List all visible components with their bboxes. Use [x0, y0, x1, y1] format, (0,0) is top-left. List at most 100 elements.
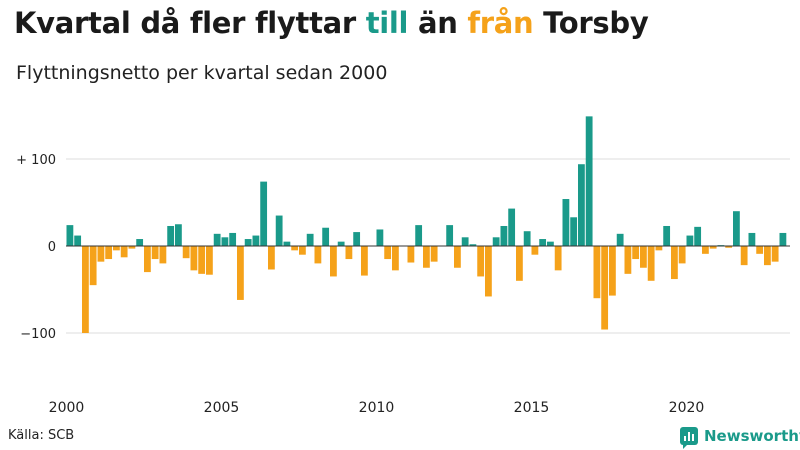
bar	[89, 246, 97, 286]
chart-bubble-icon	[680, 427, 698, 449]
bar	[237, 246, 244, 300]
bar	[733, 211, 740, 246]
bar	[82, 246, 89, 333]
bar	[151, 246, 159, 260]
bar	[113, 246, 120, 251]
bar	[616, 233, 624, 246]
bar	[213, 233, 221, 246]
bar	[500, 225, 508, 246]
bar	[299, 246, 306, 255]
bar	[461, 237, 469, 246]
bar	[624, 246, 632, 274]
x-tick-label: 2000	[49, 400, 85, 416]
bar	[275, 215, 283, 246]
bar	[244, 239, 252, 246]
bar	[345, 246, 353, 260]
x-tick-label: 2005	[204, 400, 240, 416]
bar	[175, 224, 182, 246]
title-in-word: till	[365, 6, 409, 40]
bar	[632, 246, 640, 260]
bar	[306, 233, 314, 246]
bar	[136, 239, 144, 246]
source-label: Källa: SCB	[8, 428, 75, 443]
bar	[291, 246, 299, 251]
bar	[423, 246, 430, 268]
title-out-word: från	[467, 6, 534, 40]
bar	[694, 226, 702, 246]
bar	[585, 116, 593, 247]
bar	[376, 229, 384, 246]
bar	[415, 225, 423, 246]
bar	[508, 208, 516, 246]
bar	[322, 227, 330, 246]
bar	[314, 246, 322, 264]
bar	[562, 199, 570, 246]
bar	[198, 246, 206, 274]
bar	[492, 237, 500, 246]
bar	[756, 246, 764, 254]
bar	[128, 246, 136, 249]
bar	[609, 246, 616, 296]
bar	[725, 246, 733, 248]
title-suffix: Torsby	[533, 6, 649, 40]
bar	[229, 232, 237, 246]
bar	[384, 246, 392, 260]
bar	[337, 241, 345, 246]
bar	[206, 246, 213, 275]
bar	[97, 246, 105, 262]
y-tick-label: + 100	[16, 153, 56, 168]
bar	[570, 217, 578, 246]
y-tick-label: −100	[20, 327, 56, 342]
bar	[678, 246, 686, 264]
bar	[539, 239, 547, 246]
bar	[547, 241, 554, 246]
bar	[221, 237, 229, 246]
bar	[593, 246, 601, 299]
bar	[523, 231, 531, 246]
brand-logo: Newsworthy	[680, 427, 800, 449]
bar	[764, 246, 771, 266]
bar	[66, 225, 74, 246]
bar	[167, 225, 175, 246]
bar	[159, 246, 167, 264]
x-tick-label: 2020	[669, 400, 705, 416]
bar	[516, 246, 523, 281]
bar	[601, 246, 609, 330]
bar	[740, 246, 748, 266]
bar	[283, 241, 291, 246]
bar	[647, 246, 655, 281]
bar	[454, 246, 461, 268]
bar	[477, 246, 485, 277]
bar	[469, 244, 477, 246]
bar	[144, 246, 151, 273]
bar	[709, 246, 717, 249]
bar	[578, 164, 585, 246]
bar	[686, 235, 694, 246]
bar	[74, 235, 82, 246]
bar	[640, 246, 647, 268]
chart-subtitle: Flyttningsnetto per kvartal sedan 2000	[16, 62, 388, 84]
bar	[779, 232, 787, 246]
bar	[671, 246, 678, 280]
bar	[330, 246, 337, 277]
chart-title: Kvartal då fler flyttar till än från Tor…	[14, 6, 649, 40]
bar	[554, 246, 562, 271]
bar	[430, 246, 438, 262]
x-tick-label: 2010	[359, 400, 395, 416]
bar	[105, 246, 113, 260]
bar	[407, 246, 415, 263]
title-middle: än	[408, 6, 468, 40]
bar	[485, 246, 492, 297]
bar	[361, 246, 368, 276]
bar	[260, 181, 268, 246]
y-tick-label: 0	[48, 240, 56, 255]
brand-name: Newsworthy	[704, 427, 800, 445]
bar	[771, 246, 779, 262]
x-tick-label: 2015	[514, 400, 550, 416]
bar	[268, 246, 275, 270]
bar	[702, 246, 709, 254]
bar	[748, 232, 756, 246]
bar	[655, 246, 663, 251]
bar	[392, 246, 399, 271]
